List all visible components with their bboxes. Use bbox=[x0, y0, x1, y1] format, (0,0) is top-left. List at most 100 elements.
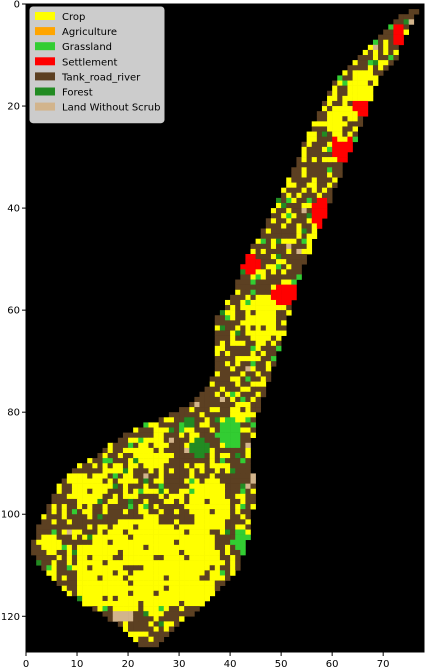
map-cell bbox=[209, 590, 216, 597]
map-cell bbox=[214, 350, 221, 357]
map-cell bbox=[148, 590, 154, 597]
map-cell bbox=[362, 80, 369, 86]
map-cell bbox=[77, 565, 83, 571]
map-cell bbox=[138, 427, 144, 433]
map-cell bbox=[122, 488, 129, 495]
map-cell bbox=[46, 524, 52, 530]
map-cell bbox=[204, 396, 210, 403]
map-cell bbox=[87, 570, 93, 576]
map-cell bbox=[286, 284, 292, 291]
map-cell bbox=[214, 356, 221, 362]
map-cell bbox=[204, 524, 210, 530]
map-cell bbox=[184, 580, 190, 586]
map-cell bbox=[194, 407, 200, 413]
map-cell bbox=[102, 590, 108, 597]
map-cell bbox=[168, 488, 175, 495]
map-cell bbox=[31, 544, 37, 551]
map-cell bbox=[235, 345, 241, 352]
map-cell bbox=[107, 534, 114, 541]
map-cell bbox=[240, 401, 246, 408]
map-cell bbox=[107, 570, 114, 576]
map-cell bbox=[225, 565, 231, 571]
map-cell bbox=[133, 565, 139, 571]
map-cell bbox=[138, 585, 144, 592]
map-cell bbox=[204, 442, 210, 449]
map-cell bbox=[92, 504, 98, 510]
map-cell bbox=[189, 534, 195, 541]
map-cell bbox=[199, 493, 205, 500]
map-cell bbox=[332, 116, 338, 122]
map-cell bbox=[173, 519, 180, 525]
map-cell bbox=[291, 274, 297, 280]
map-cell bbox=[117, 447, 124, 454]
map-cell bbox=[265, 361, 272, 367]
map-cell bbox=[97, 468, 103, 474]
map-cell bbox=[107, 447, 114, 454]
map-cell bbox=[240, 417, 246, 423]
map-cell bbox=[189, 417, 195, 423]
map-cell bbox=[173, 524, 180, 530]
map-cell bbox=[281, 208, 287, 214]
map-cell bbox=[92, 524, 98, 530]
map-cell bbox=[117, 442, 124, 449]
map-cell bbox=[240, 514, 246, 520]
map-cell bbox=[143, 509, 149, 515]
map-cell bbox=[138, 468, 144, 474]
map-cell bbox=[311, 126, 318, 132]
map-cell bbox=[102, 539, 108, 546]
map-cell bbox=[199, 401, 205, 408]
map-cell bbox=[66, 575, 73, 581]
map-cell bbox=[158, 478, 165, 484]
map-cell bbox=[311, 218, 318, 224]
map-cell bbox=[250, 391, 256, 398]
map-cell bbox=[133, 590, 139, 597]
map-cell bbox=[102, 504, 108, 510]
map-cell bbox=[240, 498, 246, 505]
map-cell bbox=[194, 473, 200, 479]
map-cell bbox=[133, 493, 139, 500]
map-cell bbox=[184, 560, 190, 566]
map-cell bbox=[286, 279, 292, 285]
map-cell bbox=[265, 289, 272, 296]
map-cell bbox=[219, 320, 226, 326]
map-cell bbox=[301, 182, 307, 188]
map-cell bbox=[281, 202, 287, 209]
map-cell bbox=[148, 585, 154, 592]
map-cell bbox=[230, 453, 236, 459]
map-cell bbox=[173, 493, 180, 500]
map-cell bbox=[219, 366, 226, 372]
map-cell bbox=[265, 269, 272, 275]
map-cell bbox=[245, 493, 251, 500]
map-cell bbox=[112, 519, 119, 525]
map-cell bbox=[158, 493, 165, 500]
map-cell bbox=[71, 575, 78, 581]
map-cell bbox=[168, 544, 175, 551]
map-cell bbox=[408, 14, 415, 20]
map-cell bbox=[158, 590, 165, 597]
map-cell bbox=[82, 565, 88, 571]
map-cell bbox=[148, 504, 154, 510]
map-cell bbox=[153, 463, 159, 469]
map-cell bbox=[255, 294, 262, 301]
map-cell bbox=[316, 172, 323, 178]
map-cell bbox=[219, 463, 226, 469]
map-cell bbox=[296, 264, 302, 270]
map-cell bbox=[117, 519, 124, 525]
map-cell bbox=[265, 254, 272, 260]
map-cell bbox=[306, 172, 313, 178]
map-cell bbox=[199, 600, 205, 607]
map-cell bbox=[173, 595, 180, 602]
map-cell bbox=[61, 544, 68, 551]
map-cell bbox=[260, 294, 267, 301]
map-cell bbox=[77, 560, 83, 566]
map-cell bbox=[51, 514, 57, 520]
map-cell bbox=[383, 55, 389, 61]
map-cell bbox=[61, 560, 68, 566]
map-cell bbox=[372, 80, 379, 86]
map-cell bbox=[301, 157, 307, 163]
map-cell bbox=[102, 549, 108, 556]
map-cell bbox=[383, 60, 389, 66]
map-cell bbox=[209, 458, 216, 464]
map-cell bbox=[347, 126, 353, 132]
map-cell bbox=[250, 320, 256, 326]
